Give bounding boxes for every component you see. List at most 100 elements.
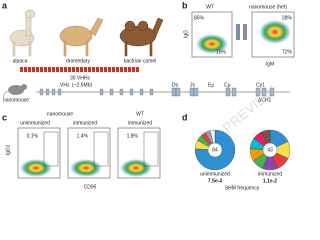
locus-label: Cμ: [224, 82, 231, 88]
animal-label: alpaca: [13, 58, 28, 64]
panel-letter: b: [182, 0, 188, 10]
vhh-segment: [52, 67, 55, 72]
gate-value: 1.8%: [127, 133, 139, 139]
vhh-segment: [68, 67, 71, 72]
facs-density: [196, 34, 228, 54]
exon: [261, 87, 267, 97]
exon: [45, 88, 50, 96]
vhh-segment: [76, 67, 79, 72]
axis-label: CD95: [84, 184, 97, 190]
locus-label: VHs: [60, 82, 70, 88]
exon: [99, 88, 104, 96]
gate-value: 1.4%: [77, 133, 89, 139]
gate-value: 0.1%: [27, 133, 39, 139]
exon: [231, 87, 237, 97]
vhh-segment: [32, 67, 35, 72]
alpaca-icon: [9, 9, 36, 57]
facs-density: [70, 159, 102, 177]
mouse-icon: [3, 84, 27, 99]
locus-label: Eμ: [208, 82, 214, 88]
panel-letter: a: [2, 0, 8, 10]
vhh-segment: [100, 67, 103, 72]
group-label: nanomouse: [47, 111, 73, 117]
facs-density: [259, 20, 291, 44]
exon: [175, 87, 181, 97]
locus-label: ΔCH1: [258, 97, 272, 103]
vhh-segment: [80, 67, 83, 72]
vhh-segment: [60, 67, 63, 72]
animal-label: bactrian camel: [124, 58, 157, 64]
facs-density: [120, 159, 152, 177]
vhh-segment: [124, 67, 127, 72]
vhh-segment: [136, 67, 139, 72]
gate: [43, 131, 59, 167]
group-label: nanomouse (het): [249, 4, 287, 10]
pie-freq: 7.5e-4: [208, 178, 222, 184]
vhh-segment: [120, 67, 123, 72]
vhh-segment: [20, 67, 23, 72]
pie-freq: 1.1e-2: [263, 178, 277, 184]
panel-letter: c: [2, 112, 7, 122]
gate-value: 72%: [282, 49, 293, 55]
vhh-segment: [24, 67, 27, 72]
exon: [189, 87, 195, 97]
exon: [171, 87, 177, 97]
panel-letter: d: [182, 112, 188, 122]
gate-value: 85%: [194, 15, 205, 21]
locus-label: Ds: [172, 82, 179, 88]
exon: [269, 87, 275, 97]
exon: [119, 88, 124, 96]
figure: a alpaca dromedary bactrian camel 30 VHH…: [2, 0, 295, 191]
vhh-bar: [20, 67, 139, 72]
vhh-segment: [108, 67, 111, 72]
gate-value: 28%: [282, 15, 293, 21]
axis-label: IgG1: [5, 144, 11, 155]
animal-label: dromedary: [66, 58, 90, 64]
dromedary-icon: [59, 17, 104, 57]
vhh-segment: [132, 67, 135, 72]
pie-count: 84: [212, 147, 218, 153]
gate-value: 15%: [216, 49, 227, 55]
vhh-segment: [56, 67, 59, 72]
facs-density: [20, 159, 52, 177]
arrow-icon: [243, 24, 247, 40]
vhh-segment: [48, 67, 51, 72]
axis-label: IgM: [266, 61, 274, 67]
arrow-icon: [236, 24, 240, 40]
gate: [93, 131, 109, 167]
exon: [129, 88, 134, 96]
locus-exons: [39, 87, 275, 97]
exon: [109, 88, 114, 96]
mouse-label: nanomouse: [3, 97, 29, 103]
pie-slice: [194, 129, 236, 171]
group-label: WT: [136, 111, 144, 117]
axis-label: IgG: [183, 30, 189, 38]
vhh-segment: [40, 67, 43, 72]
vhh-segment: [64, 67, 67, 72]
gate: [143, 131, 159, 167]
vhh-segment: [128, 67, 131, 72]
pie-hole: [207, 142, 223, 158]
exon: [149, 88, 154, 96]
vhh-segment: [96, 67, 99, 72]
vhh-segment: [44, 67, 47, 72]
pie-count: 43: [267, 147, 273, 153]
exon: [39, 88, 44, 96]
axis-label: SHM frequency: [225, 185, 260, 191]
pie-hole: [262, 142, 278, 158]
group-label: immunized: [73, 120, 97, 126]
pie-label: immunized: [258, 171, 282, 177]
vhh-label: 30 VHHs: [70, 75, 91, 81]
pie-label: unimmunized: [200, 171, 230, 177]
vhh-segment: [112, 67, 115, 72]
locus-label: (~2.5Mb): [72, 82, 92, 88]
vhh-segment: [116, 67, 119, 72]
vhh-segment: [104, 67, 107, 72]
vhh-segment: [72, 67, 75, 72]
vhh-segment: [28, 67, 31, 72]
vhh-segment: [36, 67, 39, 72]
group-label: WT: [206, 4, 214, 10]
exon: [139, 88, 144, 96]
locus-label: Cγ1: [256, 82, 265, 88]
group-label: immunized: [128, 120, 152, 126]
